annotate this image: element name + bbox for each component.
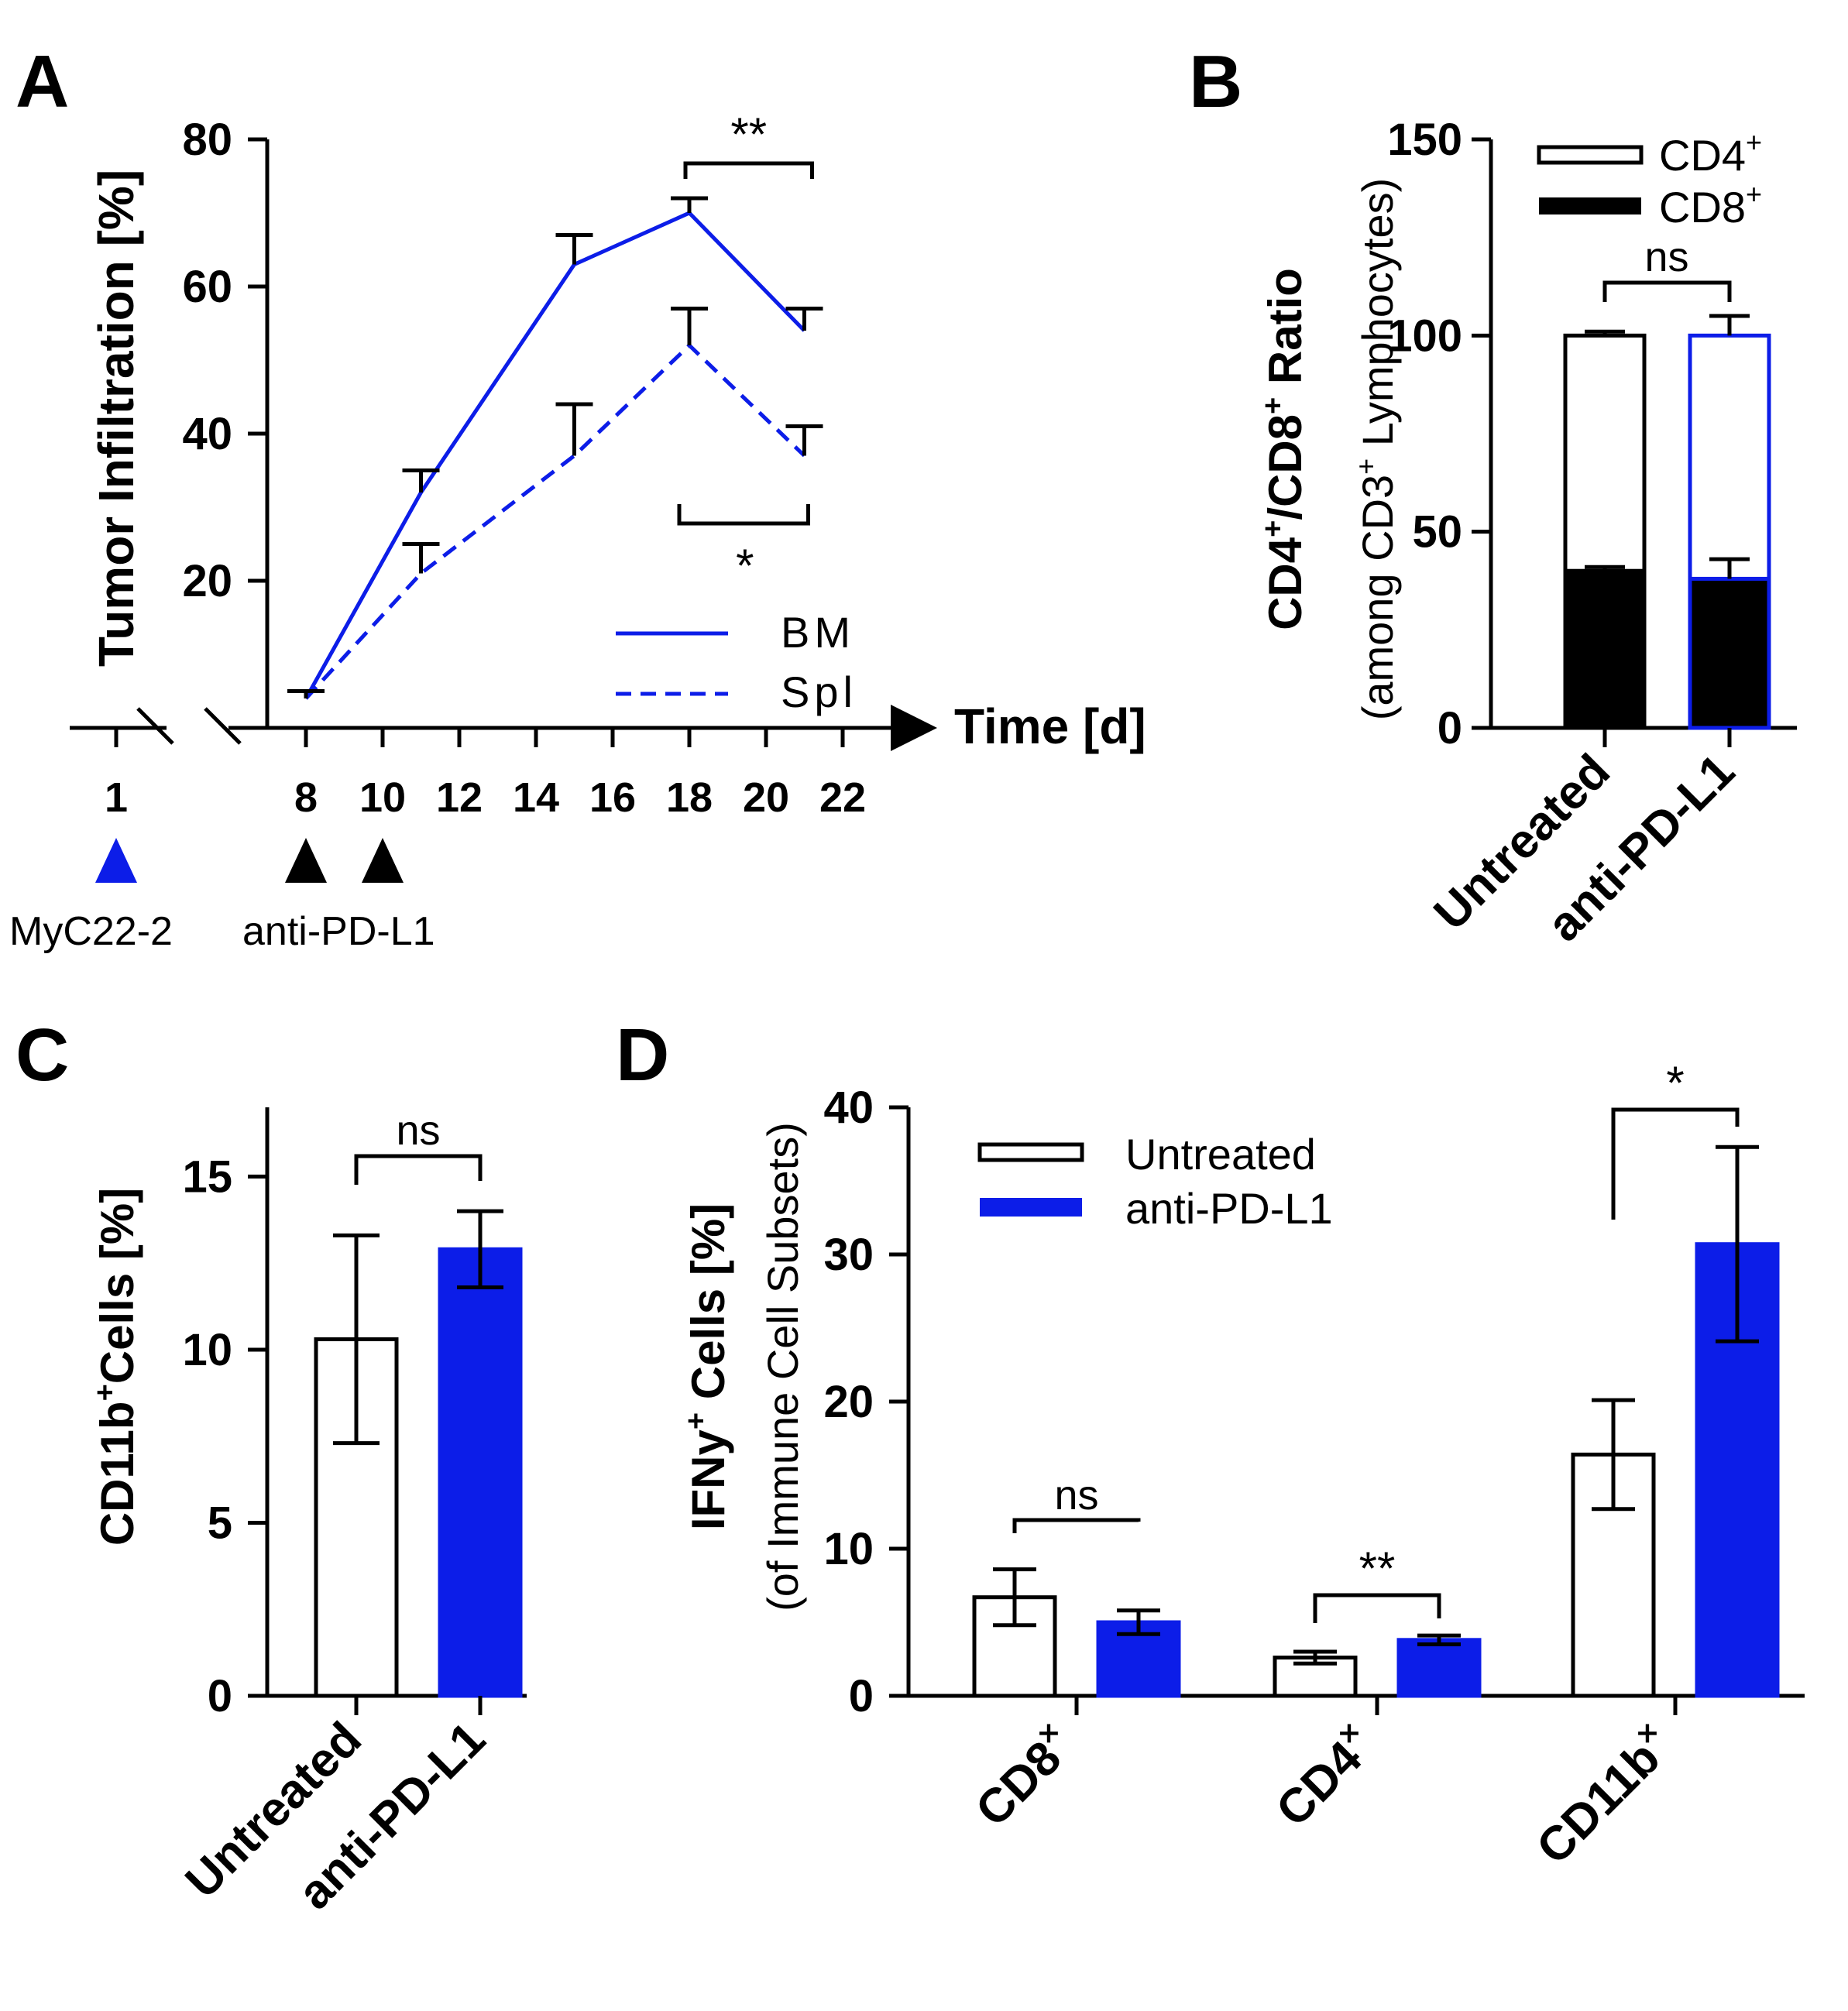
d-legend-swatch-untreated bbox=[977, 1142, 1084, 1162]
d-x-tick-label-1: CD4× bbox=[1263, 1715, 1385, 1837]
d-legend-antipdl1: anti-PD-L1 bbox=[1125, 1184, 1333, 1233]
a-x-tick-label-5: 18 bbox=[666, 774, 713, 821]
a-x-tick-label-0: 8 bbox=[294, 774, 318, 821]
a-x-tick-label-6: 20 bbox=[743, 774, 789, 821]
a-event-marker-1 bbox=[285, 838, 327, 883]
b-bar-cd4-0 bbox=[1563, 333, 1647, 573]
b-legend-swatch-cd8 bbox=[1539, 197, 1641, 214]
a-y-tick-label-1: 40 bbox=[182, 409, 232, 459]
d-y-tick-label-0: 0 bbox=[849, 1671, 874, 1721]
b-y-tick-label-0: 0 bbox=[1438, 703, 1462, 753]
b-bracket-ns bbox=[1602, 280, 1732, 302]
a-event-label-myc: MyC22-2 bbox=[9, 909, 173, 954]
a-axis-break-2 bbox=[204, 707, 242, 745]
d-sig-0: ns bbox=[1054, 1472, 1098, 1519]
b-legend-swatch-cd4 bbox=[1537, 145, 1644, 165]
c-y-tick-label-3: 15 bbox=[182, 1151, 232, 1202]
d-legend-untreated: Untreated bbox=[1125, 1130, 1316, 1179]
d-sig-2: * bbox=[1666, 1057, 1684, 1109]
d-y-tick-label-2: 20 bbox=[823, 1377, 874, 1427]
d-ylabel: IFNy+ Cells [%] bbox=[680, 1203, 734, 1530]
a-x-tick-label-3: 14 bbox=[513, 774, 559, 821]
a-event-marker-2 bbox=[362, 838, 404, 883]
c-sig-ns: ns bbox=[396, 1107, 440, 1154]
c-ylabel: CD11b+Cells [%] bbox=[89, 1188, 143, 1546]
d-x-tick-label-2: CD11b× bbox=[1523, 1715, 1683, 1875]
d-legend-swatch-antipdl1 bbox=[980, 1198, 1082, 1217]
a-series-line-spl bbox=[304, 342, 806, 700]
a-y-tick-label-3: 80 bbox=[182, 115, 232, 165]
a-sig-bm: ** bbox=[730, 108, 767, 160]
c-y-tick-label-2: 10 bbox=[182, 1325, 232, 1375]
panel-b: CD4+/CD8+ Ratio (among CD3+ Lymphocytes)… bbox=[1257, 115, 1797, 952]
a-y-tick-label-0: 20 bbox=[182, 556, 232, 606]
d-y-tick-label-3: 30 bbox=[823, 1230, 874, 1280]
b-ylabel2: (among CD3+ Lymphocytes) bbox=[1350, 178, 1402, 721]
b-legend-cd8: CD8+ bbox=[1659, 178, 1762, 232]
a-xlabel: Time [d] bbox=[954, 698, 1146, 754]
a-ylabel: Tumor Infiltration [%] bbox=[88, 170, 144, 667]
b-ylabel: CD4+/CD8+ Ratio bbox=[1257, 268, 1311, 630]
b-bar-cd8-1 bbox=[1688, 576, 1771, 730]
a-legend-bm: BM bbox=[781, 608, 855, 657]
panel-a: Tumor Infiltration [%] Time [d] BM Spl M… bbox=[9, 108, 1146, 954]
panel-label-b: B bbox=[1189, 40, 1242, 123]
panel-c: CD11b+Cells [%] 051015Untreatedanti-PD-L… bbox=[89, 1107, 527, 1920]
b-y-tick-label-2: 100 bbox=[1387, 311, 1462, 361]
a-bracket-spl bbox=[677, 504, 810, 526]
panel-label-c: C bbox=[15, 1014, 69, 1096]
d-ylabel2: (of Immune Cell Subsets) bbox=[758, 1122, 807, 1611]
panel-d: IFNy+ Cells [%] (of Immune Cell Subsets)… bbox=[680, 1057, 1805, 1875]
d-sig-1: ** bbox=[1359, 1543, 1396, 1594]
a-x-axis-arrow bbox=[891, 705, 937, 751]
a-series-line-bm bbox=[304, 211, 806, 700]
a-bracket-bm bbox=[683, 161, 814, 179]
b-bar-cd4-1 bbox=[1688, 333, 1771, 581]
b-y-tick-label-3: 150 bbox=[1387, 115, 1462, 165]
d-y-tick-label-4: 40 bbox=[823, 1083, 874, 1133]
c-y-tick-label-1: 5 bbox=[208, 1498, 232, 1548]
d-bracket-0 bbox=[1012, 1518, 1141, 1533]
a-axis-break-1 bbox=[136, 707, 174, 745]
panel-label-d: D bbox=[616, 1014, 669, 1096]
b-legend-cd4: CD4+ bbox=[1659, 126, 1762, 180]
c-y-tick-label-0: 0 bbox=[208, 1671, 232, 1721]
a-y-tick-label-2: 60 bbox=[182, 262, 232, 312]
b-y-tick-label-1: 50 bbox=[1412, 507, 1462, 558]
d-bar-1-1 bbox=[1396, 1638, 1482, 1698]
a-x-tick-label-7: 22 bbox=[819, 774, 866, 821]
a-sig-spl: * bbox=[736, 540, 754, 592]
a-legend-spl: Spl bbox=[781, 667, 857, 716]
c-bracket-ns bbox=[354, 1154, 483, 1185]
a-event-marker-0 bbox=[95, 838, 137, 883]
b-bar-cd8-0 bbox=[1563, 568, 1647, 730]
d-x-tick-label-0: CD8× bbox=[963, 1715, 1084, 1837]
a-x-tick-label-4: 16 bbox=[589, 774, 636, 821]
b-sig-ns: ns bbox=[1644, 234, 1688, 280]
c-bar-1 bbox=[438, 1247, 523, 1698]
d-y-tick-label-1: 10 bbox=[823, 1524, 874, 1574]
d-bracket-2 bbox=[1611, 1107, 1740, 1220]
panel-label-a: A bbox=[15, 40, 69, 123]
a-x-tick-label-1: 10 bbox=[359, 774, 406, 821]
d-bracket-1 bbox=[1313, 1593, 1441, 1623]
a-x-tick-label-2: 12 bbox=[436, 774, 483, 821]
a-event-label-pdl1: anti-PD-L1 bbox=[242, 909, 435, 954]
a-x-tick-label-left: 1 bbox=[105, 774, 128, 821]
